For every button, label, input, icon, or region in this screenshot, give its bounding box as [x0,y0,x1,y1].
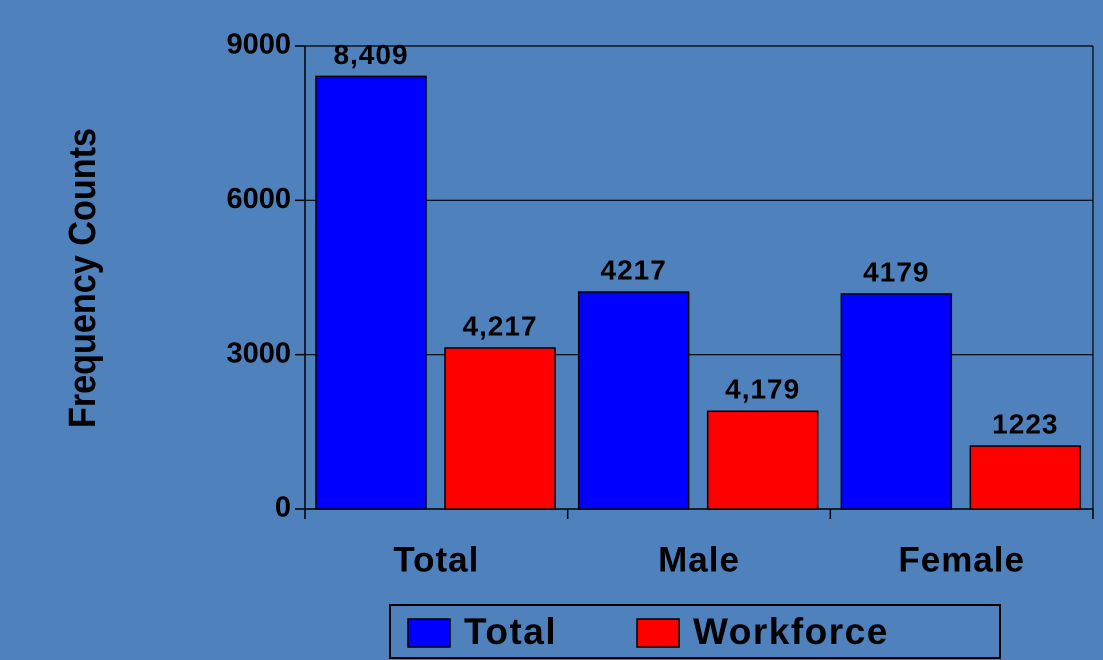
y-axis-title: Frequency Counts [62,128,104,428]
legend-box [389,604,1001,659]
legend-label: Total [464,611,557,652]
data-label: 1223 [992,408,1058,439]
x-tick-label: Total [393,540,479,579]
data-label: 4179 [863,256,929,287]
bar [444,347,556,510]
bar [706,410,819,510]
data-label: 4,217 [462,310,537,341]
y-tick-label: 0 [275,492,291,524]
y-tick-label: 6000 [226,183,291,215]
bar [577,291,690,510]
legend-swatch [636,618,680,648]
y-tick-label: 3000 [226,337,291,369]
bar [315,75,427,510]
bar [840,293,953,510]
y-tick-label: 9000 [226,29,291,61]
data-label: 4217 [601,254,667,285]
data-label: 8,409 [333,39,408,70]
bar [969,445,1082,510]
x-tick-label: Male [658,540,740,579]
legend-label: Workforce [693,611,889,652]
legend-swatch [407,618,451,648]
x-tick-label: Female [898,540,1025,579]
data-label: 4,179 [725,374,800,405]
